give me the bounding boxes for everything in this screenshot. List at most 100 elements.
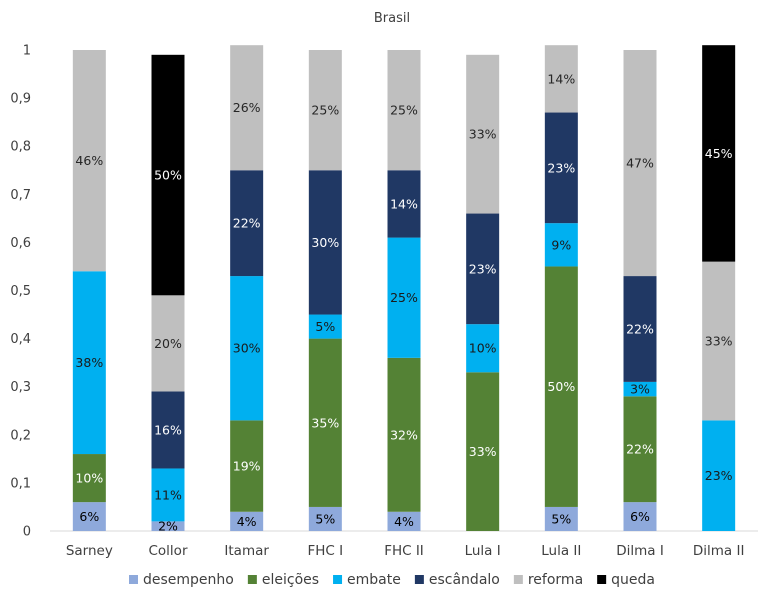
legend-swatch: [129, 575, 138, 584]
data-label: 5%: [315, 319, 335, 334]
bar-segment: [544, 112, 578, 224]
data-label: 19%: [233, 459, 261, 474]
bar-segment: [387, 237, 421, 358]
x-category-label: Dilma I: [616, 543, 664, 559]
data-label: 10%: [469, 341, 497, 356]
bar-segment: [72, 271, 106, 455]
legend-item: desempenho: [129, 572, 234, 588]
bar-segment: [466, 372, 500, 531]
bar-segment: [230, 170, 264, 277]
data-label: 22%: [626, 442, 654, 457]
bar-segment: [466, 324, 500, 373]
bar-segment: [308, 170, 342, 315]
bar-segment: [151, 391, 185, 469]
bar-segment: [151, 521, 185, 531]
legend-swatch: [513, 575, 523, 584]
bar-segment: [623, 276, 657, 382]
y-tick-label: 0,4: [10, 332, 31, 347]
bar-segment: [544, 223, 578, 267]
legend-label: embate: [347, 572, 401, 588]
bar-segment: [308, 314, 342, 339]
legend-label: reforma: [528, 572, 583, 588]
legend: desempenho eleições embate escândalo reforma…: [129, 572, 655, 588]
bar-segment: [387, 357, 421, 512]
bar-segment: [387, 511, 421, 531]
data-label: 22%: [233, 216, 261, 231]
y-tick-label: 0,9: [10, 92, 31, 107]
data-label: 4%: [237, 514, 257, 529]
legend-label: desempenho: [143, 572, 234, 588]
data-label: 23%: [469, 261, 497, 276]
bar-segment: [702, 420, 736, 531]
bar-segment: [72, 502, 106, 531]
bar-segment: [623, 381, 657, 397]
bar-segment: [623, 502, 657, 531]
legend-item: queda: [597, 572, 655, 588]
bar-segment: [72, 50, 106, 272]
x-category-label: Dilma II: [693, 543, 745, 559]
data-label: 14%: [547, 71, 575, 86]
bar-segment: [151, 295, 185, 392]
data-label: 10%: [75, 471, 103, 486]
data-label: 35%: [311, 415, 339, 430]
bar-segment: [466, 213, 500, 325]
data-label: 16%: [154, 422, 182, 437]
data-label: 47%: [626, 156, 654, 171]
y-axis: 0 0,1 0,2 0,3 0,4 0,5 0,6 0,7 0,8 0,9 1: [10, 44, 31, 540]
data-label: 46%: [75, 153, 103, 168]
x-category-label: FHC I: [308, 543, 344, 559]
data-label: 38%: [75, 355, 103, 370]
bar-segment: [702, 45, 736, 262]
x-category-label: Lula II: [541, 543, 581, 559]
x-category-label: Lula I: [465, 543, 501, 559]
data-label: 11%: [154, 487, 182, 502]
legend-swatch: [247, 575, 257, 584]
bar-segment: [72, 454, 106, 503]
y-tick-label: 0,7: [10, 188, 31, 203]
data-label: 5%: [315, 511, 335, 526]
bar-segment: [151, 468, 185, 522]
y-tick-label: 0,6: [10, 236, 31, 251]
data-label: 14%: [390, 196, 418, 211]
legend-swatch: [597, 575, 607, 584]
bar-segment: [151, 54, 185, 296]
bar-segment: [230, 45, 264, 171]
legend-item: embate: [333, 572, 401, 588]
legend-item: reforma: [513, 572, 583, 588]
y-tick-label: 1: [23, 44, 31, 59]
data-label: 30%: [311, 235, 339, 250]
bar-segment: [230, 511, 264, 531]
data-label: 32%: [390, 427, 418, 442]
data-label: 22%: [626, 321, 654, 336]
x-category-label: Itamar: [224, 543, 269, 559]
bar-segment: [544, 266, 578, 507]
x-category-label: Collor: [149, 543, 188, 559]
y-tick-label: 0,3: [10, 380, 31, 395]
data-label: 25%: [390, 290, 418, 305]
x-category-label: FHC II: [384, 543, 424, 559]
bar-segment: [308, 50, 342, 171]
bar-segment: [387, 50, 421, 171]
data-label: 5%: [551, 511, 571, 526]
y-tick-label: 0,8: [10, 140, 31, 155]
chart-title: Brasil: [374, 11, 410, 26]
bar-segment: [308, 506, 342, 531]
y-tick-label: 0,2: [10, 428, 31, 443]
data-label: 33%: [469, 444, 497, 459]
y-tick-label: 0: [23, 525, 31, 540]
bar-segment: [544, 506, 578, 531]
data-label: 45%: [705, 146, 733, 161]
x-axis: Sarney Collor Itamar FHC I FHC II Lula I Lula …: [66, 543, 745, 559]
data-label: 33%: [705, 334, 733, 349]
legend-item: escândalo: [414, 572, 500, 588]
legend-label: eleições: [262, 572, 319, 588]
data-label: 25%: [311, 103, 339, 118]
data-label: 6%: [630, 509, 650, 524]
legend-swatch: [333, 575, 343, 584]
x-category-label: Sarney: [66, 543, 113, 559]
bar-segment: [230, 276, 264, 421]
data-label: 25%: [390, 103, 418, 118]
y-tick-label: 0,1: [10, 476, 31, 491]
legend-swatch: [414, 575, 424, 584]
